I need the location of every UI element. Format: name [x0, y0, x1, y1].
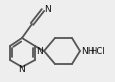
Text: HCl: HCl [89, 46, 104, 56]
Text: N: N [19, 65, 25, 73]
Text: N: N [44, 5, 50, 14]
Text: N: N [36, 46, 43, 56]
Text: NH: NH [80, 46, 94, 56]
